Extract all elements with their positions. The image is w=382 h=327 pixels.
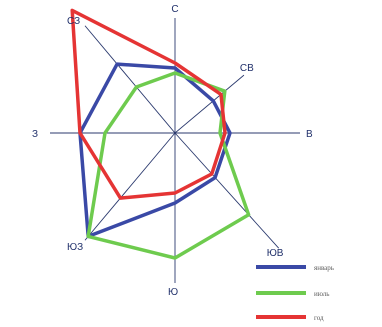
direction-labels-group: С СВ В ЮВ Ю ЮЗ З СЗ	[32, 4, 313, 298]
direction-label-sw: ЮЗ	[67, 242, 83, 253]
direction-label-s: Ю	[168, 287, 178, 298]
direction-label-se: ЮВ	[267, 248, 284, 259]
direction-label-ne: СВ	[240, 63, 254, 74]
legend-label-year: год	[314, 314, 324, 322]
direction-label-e: В	[306, 129, 313, 140]
direction-label-nw: СЗ	[67, 16, 80, 27]
axes-group	[50, 18, 300, 283]
legend-label-july: июль	[314, 290, 330, 298]
legend: январь июль год	[256, 264, 334, 322]
direction-label-n: С	[171, 4, 178, 15]
series-polygon-year	[70, 8, 227, 200]
spoke-nw	[84, 25, 176, 134]
spoke-se	[174, 132, 280, 249]
series-group	[70, 8, 251, 260]
series-polygon-january	[78, 62, 232, 239]
spoke-sw	[84, 132, 176, 241]
series-polygon-july	[86, 71, 251, 260]
legend-label-january: январь	[314, 264, 334, 272]
direction-label-w: З	[32, 129, 38, 140]
spoke-ne	[174, 74, 245, 134]
